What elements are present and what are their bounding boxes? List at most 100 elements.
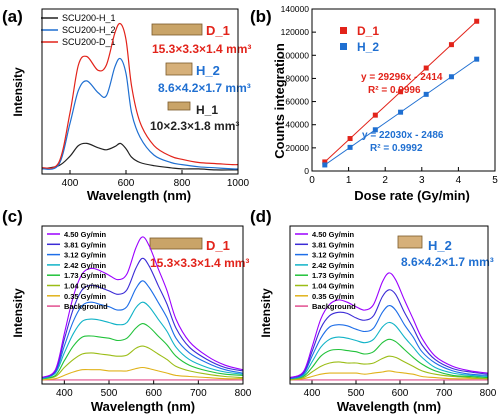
sample-dims-h2: 8.6×4.2×1.7 mm³ bbox=[158, 81, 251, 95]
panel-label-c: (c) bbox=[2, 207, 23, 226]
series-line-c-2 bbox=[41, 280, 244, 379]
y-tick-label-b-4: 80000 bbox=[285, 73, 309, 83]
legend-label-d-3: 2.42 Gy/min bbox=[312, 261, 355, 270]
data-point-b-0-0 bbox=[322, 159, 328, 165]
legend-label-h1: SCU200-H_1 bbox=[62, 13, 116, 23]
legend-swatch-b-d1 bbox=[340, 27, 347, 34]
x-tick-label-a-1: 600 bbox=[118, 178, 135, 189]
sample-name-h1: H_1 bbox=[196, 103, 218, 117]
legend-label-d-2: 3.12 Gy/min bbox=[312, 251, 355, 260]
data-point-b-1-5 bbox=[448, 74, 454, 80]
axis-title-x-c: Wavelength (nm) bbox=[91, 399, 195, 414]
sample-photo-h2 bbox=[165, 62, 193, 76]
legend-label-d-7: Background bbox=[312, 302, 356, 311]
x-tick-label-d-0: 400 bbox=[304, 388, 321, 399]
data-point-b-0-2 bbox=[372, 112, 378, 118]
sample-labels-d: H_2 8.6×4.2×1.7 mm³ bbox=[397, 235, 494, 269]
legend-a: SCU200-H_1 SCU200-H_2 SCU200-D_1 bbox=[41, 13, 116, 47]
data-point-b-1-4 bbox=[423, 91, 429, 97]
fit-equation-d1: y = 29296x - 2414 bbox=[361, 72, 443, 83]
data-point-b-1-1 bbox=[347, 144, 353, 150]
y-tick-label-b-1: 20000 bbox=[285, 143, 309, 153]
x-tick-label-b-3: 3 bbox=[419, 175, 425, 186]
axis-title-x-d: Wavelength (nm) bbox=[337, 399, 441, 414]
x-tick-label-c-3: 700 bbox=[190, 388, 207, 399]
plot-a: 400 600 800 1000 bbox=[41, 8, 250, 189]
series-line-d-4 bbox=[289, 338, 489, 380]
data-point-b-1-3 bbox=[398, 109, 404, 115]
legend-label-c-6: 0.35 Gy/min bbox=[64, 292, 107, 301]
sample-name-h2: H_2 bbox=[196, 63, 220, 78]
data-point-b-1-6 bbox=[474, 56, 480, 62]
axis-title-y-a: Intensity bbox=[11, 67, 25, 117]
data-point-b-1-2 bbox=[372, 127, 378, 133]
sample-labels-a: D_1 15.3×3.3×1.4 mm³ H_2 8.6×4.2×1.7 mm³… bbox=[150, 23, 251, 133]
y-tick-label-b-3: 60000 bbox=[285, 97, 309, 107]
legend-label-d-5: 1.04 Gy/min bbox=[312, 282, 355, 291]
x-tick-label-d-2: 600 bbox=[392, 388, 409, 399]
data-point-b-0-1 bbox=[347, 136, 353, 142]
sample-name-d1: D_1 bbox=[206, 23, 230, 38]
sample-name-d: H_2 bbox=[428, 238, 452, 253]
x-tick-label-a-0: 400 bbox=[62, 178, 79, 189]
x-tick-label-b-1: 1 bbox=[346, 175, 352, 186]
legend-label-d1: SCU200-D_1 bbox=[62, 37, 116, 47]
x-tick-label-c-0: 400 bbox=[56, 388, 73, 399]
sample-dims-d1: 15.3×3.3×1.4 mm³ bbox=[152, 42, 251, 56]
sample-dims-c: 15.3×3.3×1.4 mm³ bbox=[150, 256, 249, 270]
x-tick-label-d-4: 800 bbox=[480, 388, 497, 399]
legend-label-b-d1: D_1 bbox=[357, 24, 379, 38]
x-tick-label-b-0: 0 bbox=[309, 175, 315, 186]
data-point-b-0-3 bbox=[398, 89, 404, 95]
plot-frame-c bbox=[41, 225, 244, 385]
legend-label-h2: SCU200-H_2 bbox=[62, 25, 116, 35]
series-line-a-2 bbox=[41, 22, 239, 169]
legend-label-d-0: 4.50 Gy/min bbox=[312, 230, 355, 239]
legend-label-c-0: 4.50 Gy/min bbox=[64, 230, 107, 239]
axis-title-y-b: Counts integration bbox=[272, 43, 287, 159]
x-tick-label-a-3: 1000 bbox=[227, 178, 250, 189]
legend-label-b-h2: H_2 bbox=[357, 40, 379, 54]
series-line-c-1 bbox=[41, 257, 244, 379]
legend-label-c-1: 3.81 Gy/min bbox=[64, 240, 107, 249]
legend-swatch-b-h2 bbox=[340, 43, 347, 50]
data-point-b-0-6 bbox=[474, 18, 480, 24]
legend-label-c-4: 1.73 Gy/min bbox=[64, 271, 107, 280]
x-tick-label-a-2: 800 bbox=[174, 178, 191, 189]
plot-b: 0 1 2 3 4 5 0 20000 40000 60000 80000 100000 120000 1… bbox=[281, 4, 499, 186]
sample-photo-h1 bbox=[167, 101, 191, 111]
legend-label-c-3: 2.42 Gy/min bbox=[64, 261, 107, 270]
y-tick-label-b-0: 0 bbox=[304, 166, 309, 176]
series-line-a-0 bbox=[41, 142, 238, 171]
sample-name-c: D_1 bbox=[206, 238, 230, 253]
series-line-d-5 bbox=[289, 355, 489, 381]
y-tick-label-b-7: 140000 bbox=[281, 4, 310, 14]
x-tick-label-b-2: 2 bbox=[382, 175, 388, 186]
legend-label-c-7: Background bbox=[64, 302, 108, 311]
series-line-d-6 bbox=[289, 370, 488, 381]
plot-frame-a bbox=[41, 8, 239, 175]
series-line-c-6 bbox=[41, 366, 244, 381]
sample-photo-d bbox=[397, 235, 423, 249]
sample-photo-c bbox=[149, 237, 203, 250]
data-point-b-1-0 bbox=[322, 162, 328, 168]
plot-d: 400 500 600 700 800 bbox=[289, 225, 497, 399]
legend-label-d-4: 1.73 Gy/min bbox=[312, 271, 355, 280]
axis-title-x-b: Dose rate (Gy/min) bbox=[354, 188, 470, 203]
series-line-d-0 bbox=[289, 272, 489, 379]
panel-label-d: (d) bbox=[250, 207, 272, 226]
x-tick-label-b-5: 5 bbox=[492, 175, 498, 186]
legend-label-d-6: 0.35 Gy/min bbox=[312, 292, 355, 301]
x-tick-label-d-1: 500 bbox=[348, 388, 365, 399]
sample-photo-d1 bbox=[151, 23, 203, 36]
plot-frame-d bbox=[289, 225, 489, 385]
series-line-d-2 bbox=[289, 304, 489, 380]
plot-frame-b bbox=[311, 8, 496, 172]
series-line-a-1 bbox=[41, 57, 239, 170]
x-tick-label-c-1: 500 bbox=[101, 388, 118, 399]
legend-label-c-5: 1.04 Gy/min bbox=[64, 282, 107, 291]
series-line-c-3 bbox=[41, 301, 244, 380]
